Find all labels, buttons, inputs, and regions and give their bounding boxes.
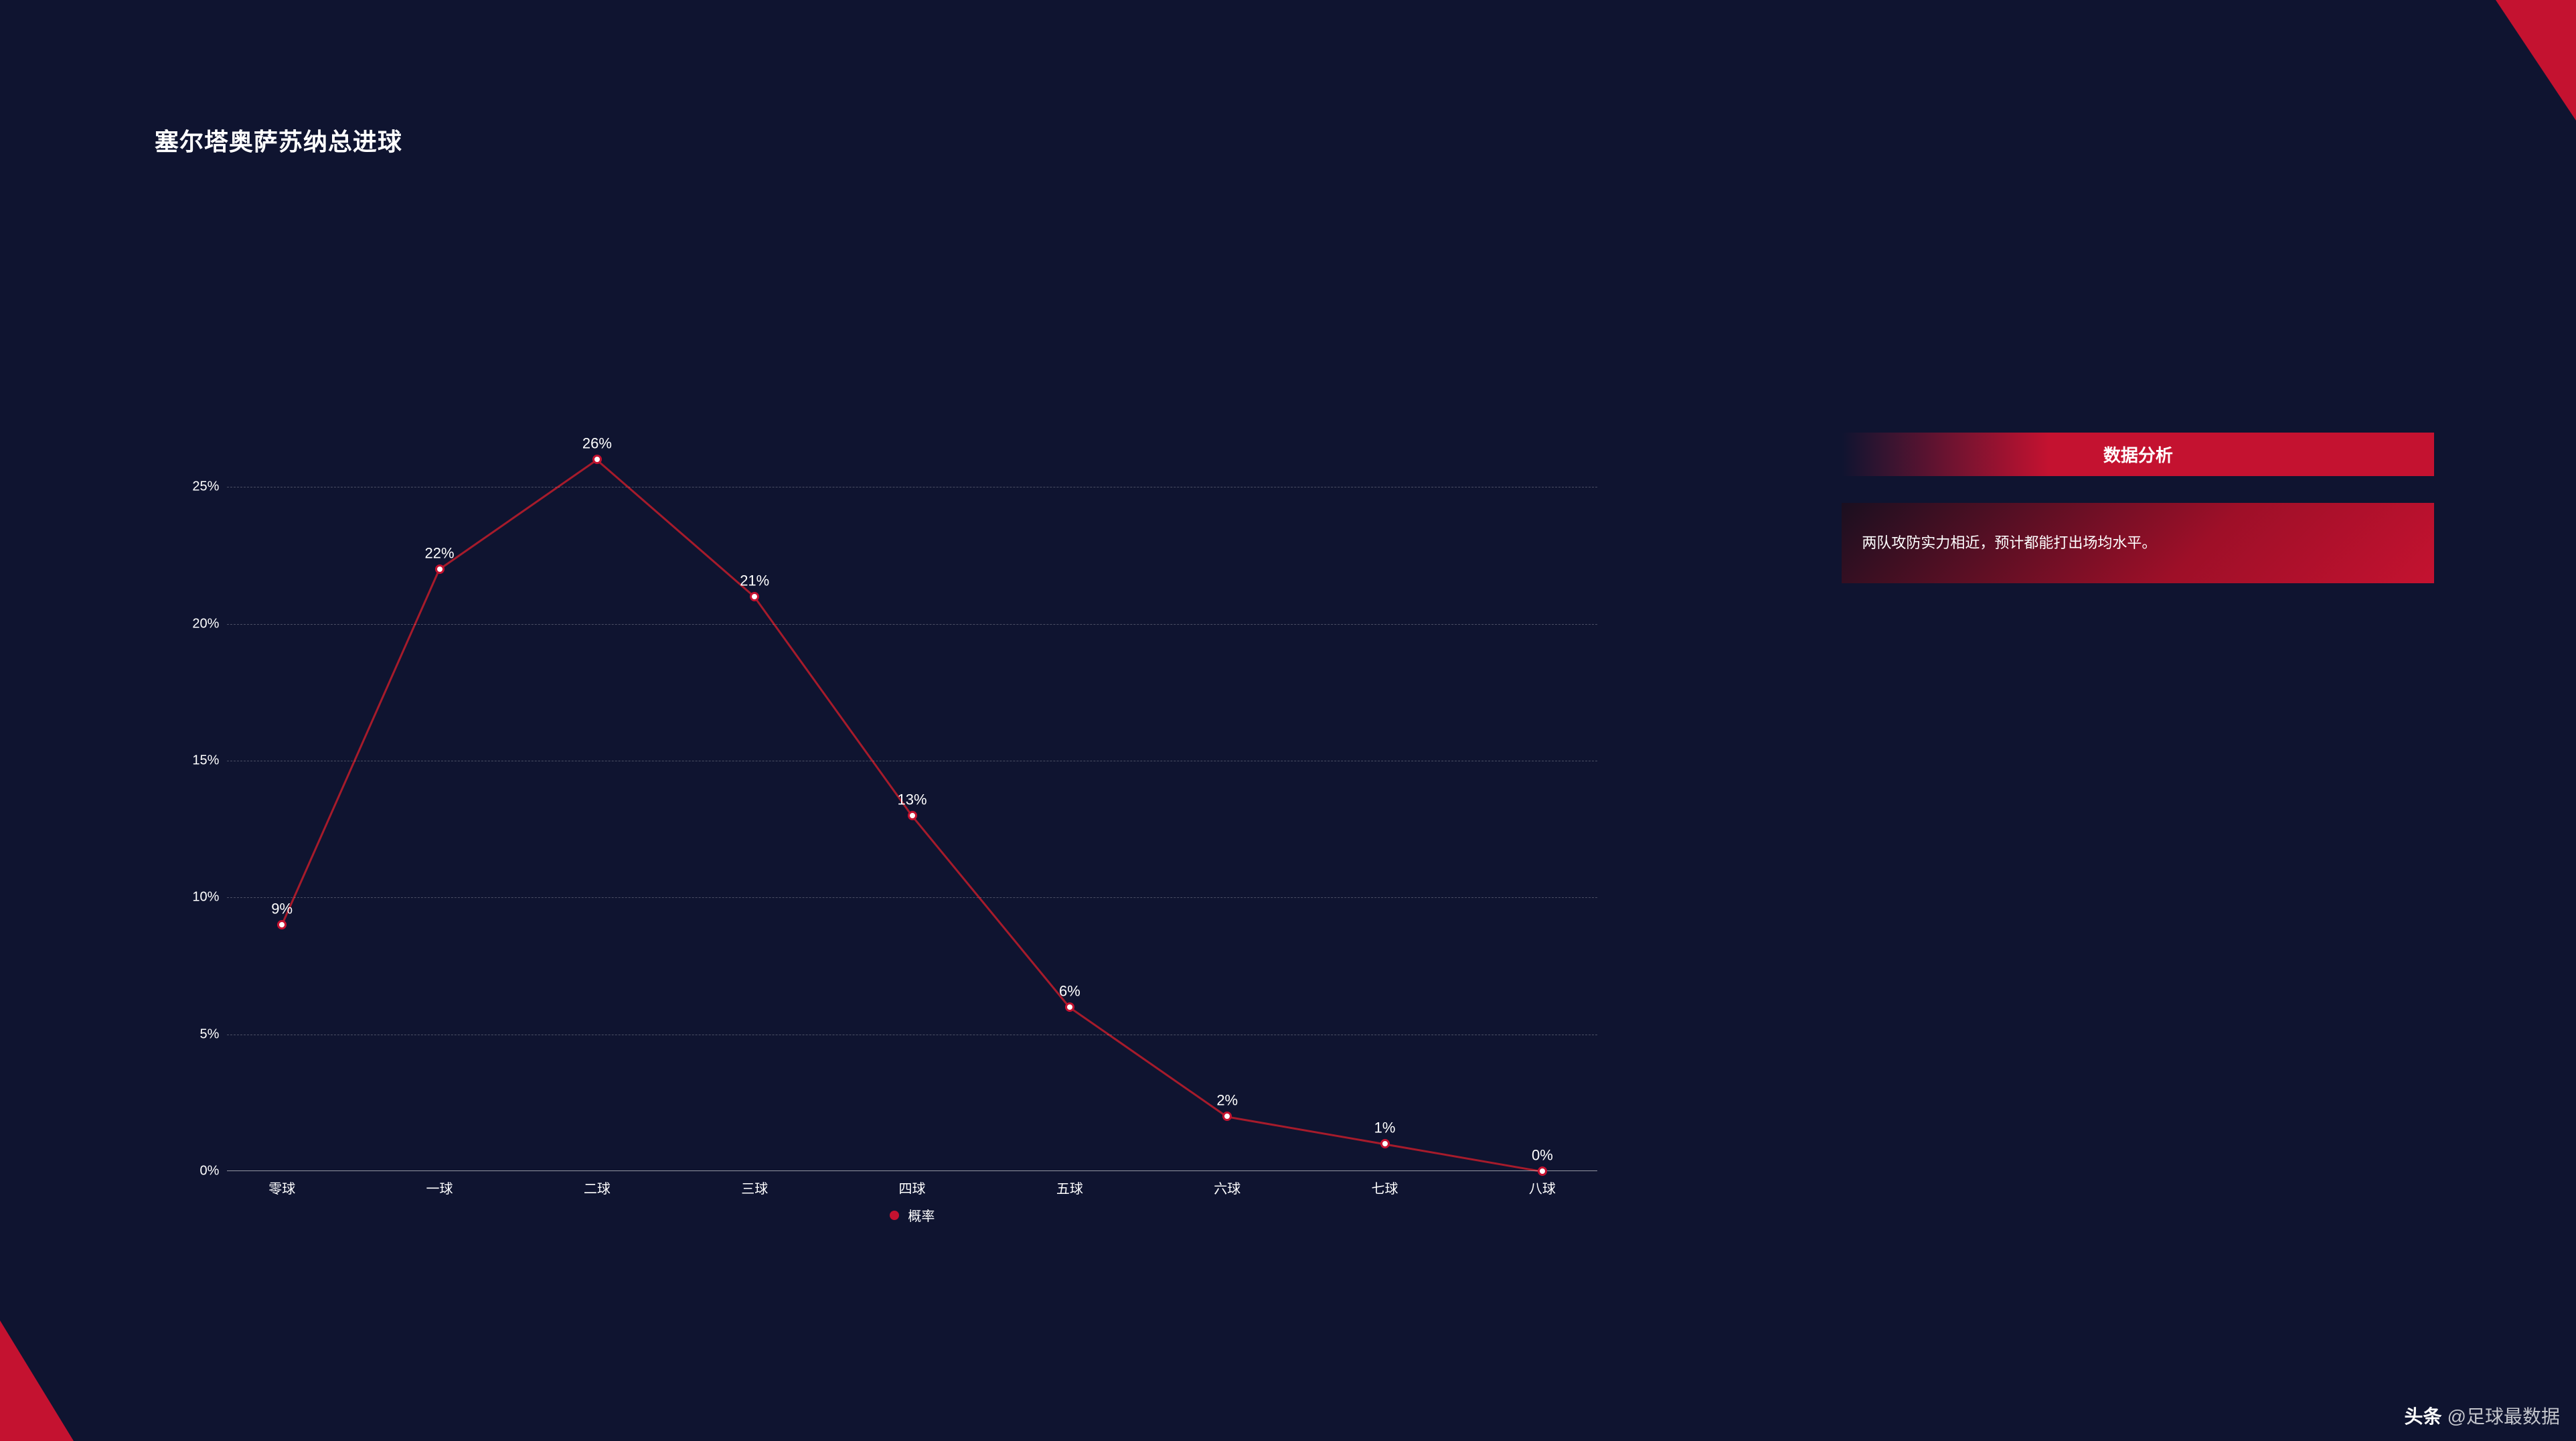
watermark-brand: 头条 — [2405, 1402, 2442, 1429]
y-tick-label: 15% — [192, 753, 227, 769]
data-point — [1222, 1112, 1232, 1121]
page-title: 塞尔塔奥萨苏纳总进球 — [155, 123, 402, 157]
x-tick-label: 六球 — [1214, 1178, 1240, 1197]
x-tick-label: 五球 — [1056, 1178, 1083, 1197]
data-point-label: 26% — [582, 435, 612, 453]
y-tick-label: 25% — [192, 479, 227, 495]
chart-legend: 概率 — [227, 1205, 1597, 1225]
data-point-label: 1% — [1374, 1120, 1396, 1137]
x-ticks: 零球 一球 二球 三球 四球 五球 六球 七球 八球 — [227, 1178, 1597, 1198]
y-tick-label: 0% — [199, 1164, 227, 1179]
watermark: 头条 @足球最数据 — [2405, 1402, 2560, 1429]
gridline — [227, 897, 1597, 898]
gridline — [227, 624, 1597, 625]
x-tick-label: 七球 — [1372, 1178, 1398, 1197]
x-axis — [227, 1170, 1597, 1171]
corner-accent-bottom-left — [0, 1320, 74, 1441]
chart-plot: 0%5%10%15%20%25%9%22%26%21%13%6%2%1%0% — [227, 433, 1597, 1172]
x-tick-label: 二球 — [584, 1178, 611, 1197]
data-point-label: 21% — [740, 572, 769, 589]
data-point — [908, 811, 917, 820]
x-tick-label: 零球 — [268, 1178, 295, 1197]
data-point-label: 0% — [1532, 1147, 1553, 1164]
data-point-label: 6% — [1059, 983, 1080, 1000]
sidebar-header: 数据分析 — [1842, 433, 2434, 476]
goals-probability-chart: 0% 5% 10% 15% 20% 25% 9% 22% 26% 21% 13% 6% 2% 1% 0% 零… — [180, 433, 1597, 1225]
data-point — [1380, 1139, 1390, 1148]
data-point-label: 22% — [425, 545, 455, 562]
data-point-label: 2% — [1216, 1092, 1238, 1110]
legend-label: 概率 — [908, 1209, 935, 1224]
x-tick-label: 八球 — [1529, 1178, 1556, 1197]
y-tick-label: 20% — [192, 616, 227, 631]
watermark-handle: @足球最数据 — [2447, 1402, 2560, 1429]
corner-accent-top-right — [2496, 0, 2576, 121]
data-point-label: 13% — [898, 791, 927, 808]
x-tick-label: 一球 — [426, 1178, 453, 1197]
data-point — [592, 455, 602, 464]
x-tick-label: 四球 — [899, 1178, 926, 1197]
analysis-sidebar: 数据分析 两队攻防实力相近，预计都能打出场均水平。 — [1842, 433, 2434, 583]
data-point — [1065, 1002, 1074, 1012]
slide: 塞尔塔奥萨苏纳总进球 0% 5% 10% 15% 20% 25% 9% 22% 26% 21% 13… — [0, 0, 2576, 1441]
y-tick-label: 5% — [199, 1027, 227, 1042]
data-point — [435, 564, 445, 574]
data-point — [277, 920, 287, 929]
legend-marker-icon — [890, 1211, 899, 1220]
data-point — [750, 592, 759, 601]
data-point — [1538, 1166, 1547, 1176]
data-point-label: 9% — [271, 901, 293, 918]
x-tick-label: 三球 — [741, 1178, 768, 1197]
y-tick-label: 10% — [192, 890, 227, 905]
sidebar-body: 两队攻防实力相近，预计都能打出场均水平。 — [1842, 503, 2434, 583]
